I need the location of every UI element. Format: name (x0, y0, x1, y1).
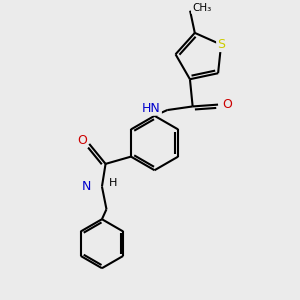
Text: H: H (109, 178, 118, 188)
Text: N: N (82, 180, 91, 193)
Text: CH₃: CH₃ (192, 3, 211, 13)
Text: S: S (217, 38, 225, 51)
Text: O: O (77, 134, 87, 147)
Text: HN: HN (142, 102, 161, 115)
Text: O: O (222, 98, 232, 111)
